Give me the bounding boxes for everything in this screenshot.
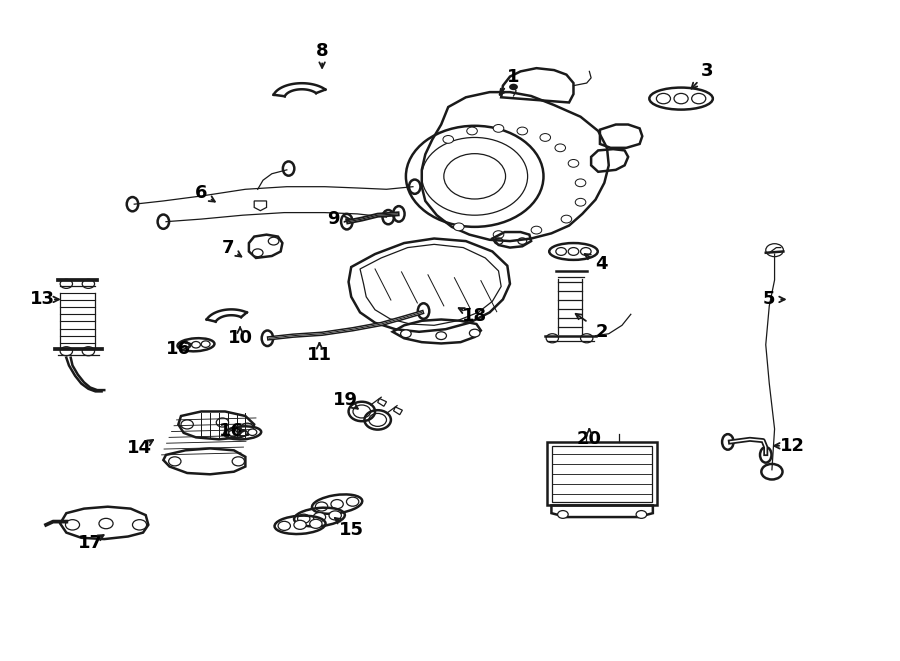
Circle shape [556,248,566,255]
Circle shape [82,280,94,288]
Circle shape [692,93,706,104]
Circle shape [568,248,579,255]
Text: 12: 12 [779,437,805,455]
Circle shape [568,159,579,167]
Text: 15: 15 [338,521,364,539]
Circle shape [517,127,527,135]
Circle shape [182,342,191,348]
Circle shape [248,429,256,436]
Circle shape [66,520,79,530]
Text: 8: 8 [316,42,328,59]
Text: 3: 3 [701,62,714,81]
Text: 16: 16 [219,422,244,440]
Circle shape [278,522,291,530]
Circle shape [575,179,586,186]
Text: 4: 4 [596,255,608,274]
Text: 9: 9 [328,210,340,228]
Circle shape [580,248,591,255]
Circle shape [555,144,565,152]
Circle shape [298,514,310,524]
Circle shape [493,231,504,239]
Circle shape [310,520,322,528]
Circle shape [443,136,454,143]
Circle shape [60,346,73,356]
Text: 2: 2 [596,323,608,341]
Circle shape [99,518,113,529]
Circle shape [252,249,263,256]
Polygon shape [393,407,402,414]
Circle shape [580,334,593,343]
Circle shape [561,215,572,223]
Circle shape [238,430,248,436]
Circle shape [766,244,783,256]
Circle shape [493,124,504,132]
Circle shape [132,520,147,530]
Text: 14: 14 [127,440,152,457]
Circle shape [674,93,688,104]
Circle shape [268,237,279,245]
Text: 10: 10 [228,329,253,347]
Circle shape [761,464,782,479]
Circle shape [467,127,477,135]
Circle shape [540,134,551,141]
Circle shape [636,510,647,518]
Circle shape [192,342,201,348]
Text: 5: 5 [763,290,776,309]
Circle shape [509,84,518,90]
Text: 18: 18 [462,307,487,325]
Circle shape [656,93,670,104]
Circle shape [329,511,341,520]
Circle shape [168,457,181,466]
Circle shape [454,223,464,231]
Circle shape [229,430,238,437]
Circle shape [232,457,245,466]
Circle shape [313,512,326,522]
Circle shape [558,510,568,518]
Text: 7: 7 [221,239,234,256]
Polygon shape [378,399,386,407]
Circle shape [216,418,229,427]
Circle shape [202,341,210,348]
Text: 19: 19 [333,391,358,409]
Circle shape [546,334,559,343]
Text: 20: 20 [577,430,602,448]
Circle shape [575,198,586,206]
Circle shape [470,329,480,337]
Text: 6: 6 [195,184,208,202]
Text: 17: 17 [77,534,103,552]
Circle shape [241,423,253,432]
Circle shape [400,330,411,338]
Circle shape [82,346,94,356]
Circle shape [60,280,73,288]
Circle shape [436,332,446,340]
Circle shape [181,420,194,429]
Circle shape [331,500,343,509]
Text: 16: 16 [166,340,191,358]
Text: 1: 1 [508,67,520,85]
Circle shape [294,520,306,529]
Circle shape [315,502,328,511]
Circle shape [346,497,359,506]
Circle shape [531,226,542,234]
Text: 11: 11 [307,346,332,364]
Text: 13: 13 [30,290,55,309]
